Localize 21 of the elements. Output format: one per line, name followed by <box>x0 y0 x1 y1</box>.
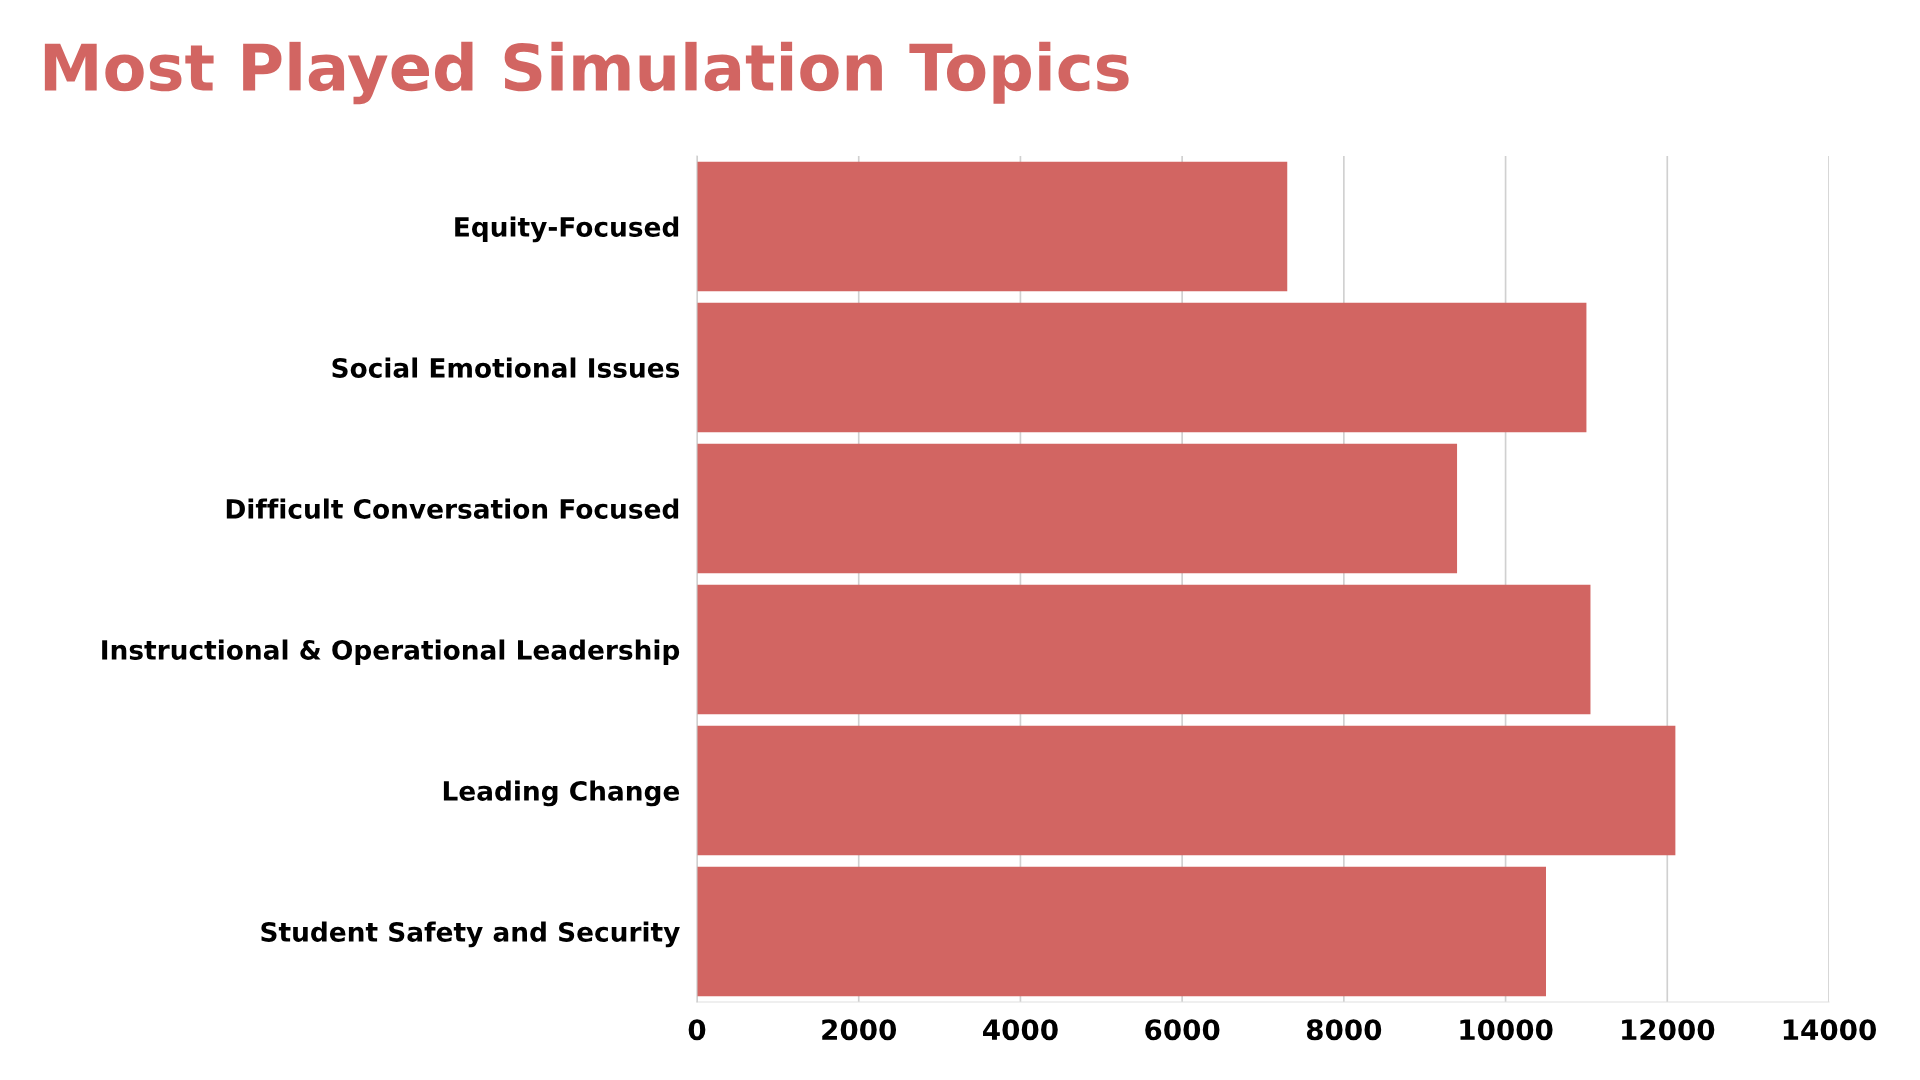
bar <box>697 584 1591 715</box>
bar <box>697 866 1546 997</box>
x-tick-label: 12000 <box>1622 1019 1715 1041</box>
y-tick-label: Instructional & Operational Leadership <box>102 639 680 666</box>
x-tick-label: 0 <box>688 1019 706 1041</box>
y-tick-label: Social Emotional Issues <box>332 357 680 378</box>
x-tick-label: 4000 <box>983 1019 1058 1041</box>
bar <box>697 161 1288 292</box>
x-tick-label: 14000 <box>1783 1019 1876 1041</box>
y-tick-label: Student Safety and Security <box>261 921 680 948</box>
x-tick-label: 10000 <box>1460 1019 1553 1041</box>
y-tick-label: Leading Change <box>443 780 680 807</box>
chart-title: Most Played Simulation Topics <box>44 41 1129 105</box>
x-tick-label: 8000 <box>1306 1019 1382 1041</box>
bar <box>697 302 1587 433</box>
x-tick-label: 6000 <box>1145 1019 1220 1041</box>
y-tick-label: Difficult Conversation Focused <box>226 498 679 519</box>
x-tick-label: 2000 <box>822 1019 897 1041</box>
bar <box>697 443 1458 574</box>
bar <box>697 725 1676 856</box>
y-tick-label: Equity-Focused <box>455 216 679 243</box>
